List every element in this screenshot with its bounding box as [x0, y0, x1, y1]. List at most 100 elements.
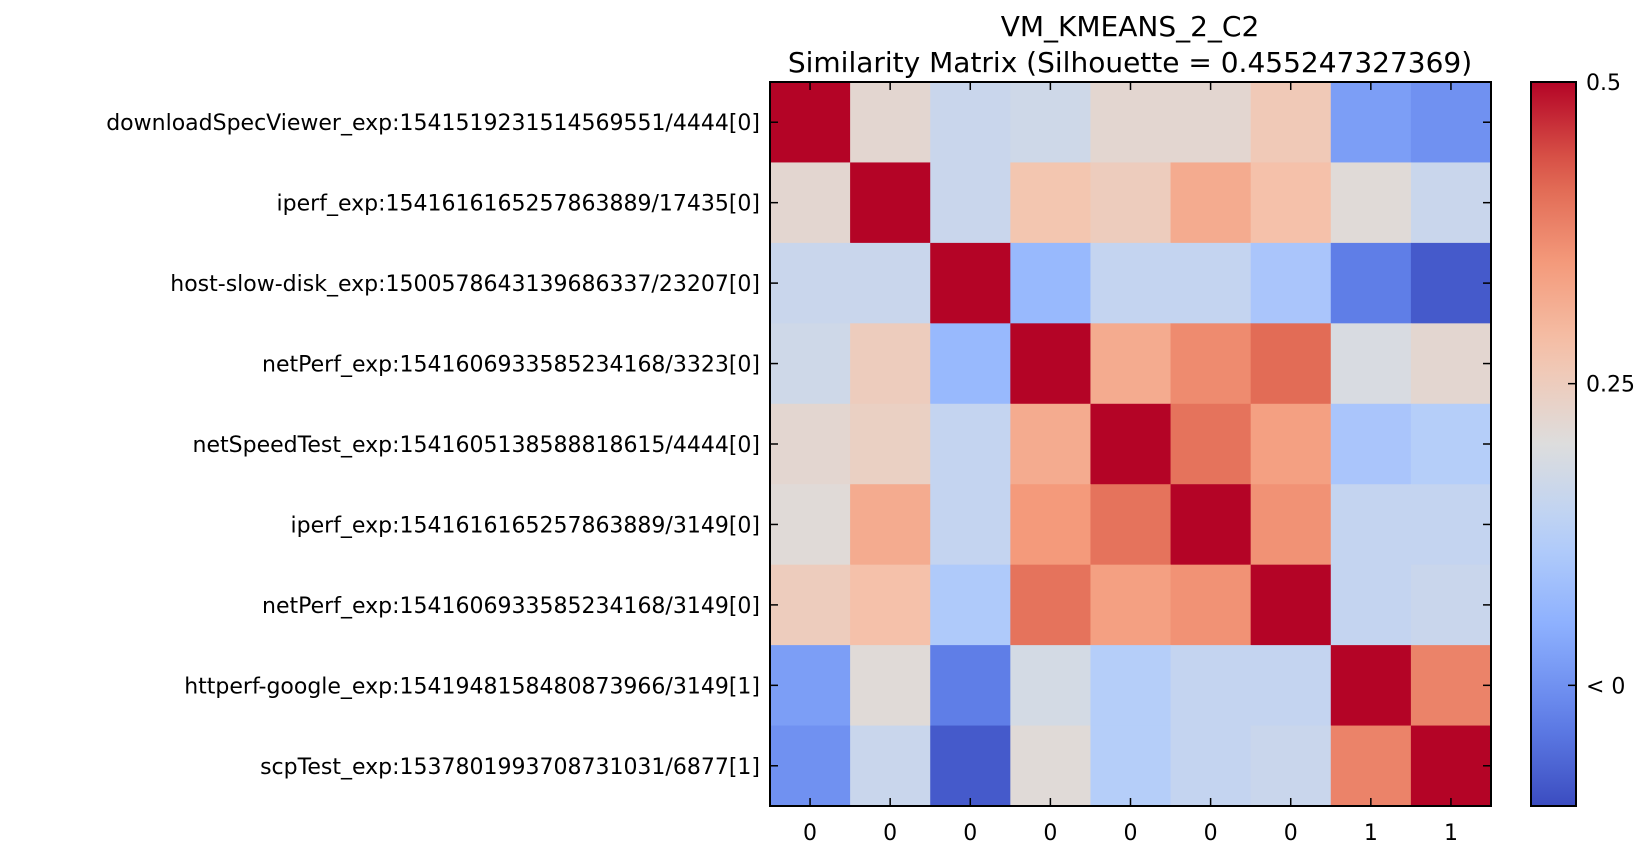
heatmap-cell-6-2 [930, 564, 1011, 646]
col-label-1: 0 [883, 821, 897, 846]
heatmap-cell-8-4 [1090, 725, 1172, 807]
heatmap-cell-4-6 [1250, 403, 1332, 485]
row-label-7: httperf-google_exp:1541948158480873966/3… [184, 674, 760, 699]
heatmap-cell-1-6 [1250, 162, 1332, 244]
heatmap-cell-6-6 [1250, 564, 1332, 646]
colorbar-tick-label-2: < 0 [1586, 674, 1625, 699]
chart-subtitle: Similarity Matrix (Silhouette = 0.455247… [788, 46, 1472, 79]
heatmap-cell-4-1 [850, 403, 931, 485]
heatmap-cell-3-6 [1250, 323, 1332, 405]
heatmap-cell-4-3 [1010, 403, 1091, 485]
heatmap-cell-2-0 [770, 242, 851, 324]
heatmap-cell-1-4 [1090, 162, 1172, 244]
row-label-6: netPerf_exp:1541606933585234168/3149[0] [262, 594, 760, 619]
row-label-5: iperf_exp:1541616165257863889/3149[0] [291, 513, 760, 538]
heatmap-cell-5-6 [1250, 484, 1332, 566]
column-tick-labels: 0 0 0 0 0 0 0 1 1 [803, 82, 1458, 846]
heatmap-cell-4-5 [1170, 403, 1252, 485]
heatmap-cell-1-5 [1170, 162, 1252, 244]
heatmap-cell-3-2 [930, 323, 1011, 405]
heatmap-cell-0-2 [930, 82, 1011, 163]
heatmap-cell-3-0 [770, 323, 851, 405]
heatmap-cell-3-5 [1170, 323, 1252, 405]
heatmap-cell-2-6 [1250, 242, 1332, 324]
heatmap-cell-5-0 [770, 484, 851, 566]
heatmap-cell-8-7 [1330, 725, 1412, 807]
heatmap-cell-3-3 [1010, 323, 1091, 405]
heatmap-cell-3-7 [1330, 323, 1412, 405]
heatmap-cell-5-3 [1010, 484, 1091, 566]
colorbar [1530, 81, 1577, 807]
row-label-8: scpTest_exp:1537801993708731031/6877[1] [260, 755, 760, 780]
heatmap-cell-1-0 [770, 162, 851, 244]
heatmap-cell-7-1 [850, 645, 931, 727]
heatmap-cell-2-7 [1330, 242, 1412, 324]
heatmap-cell-7-7 [1330, 645, 1412, 727]
heatmap-cell-7-0 [770, 645, 851, 727]
heatmap-cell-1-7 [1330, 162, 1412, 244]
heatmap-cell-8-8 [1410, 725, 1492, 807]
col-label-3: 0 [1043, 821, 1057, 846]
col-label-2: 0 [963, 821, 977, 846]
heatmap-cell-0-4 [1090, 82, 1172, 163]
col-label-4: 0 [1124, 821, 1138, 846]
heatmap-cell-4-0 [770, 403, 851, 485]
plot-frame [769, 81, 1492, 807]
heatmap-cell-4-8 [1410, 403, 1492, 485]
row-label-0: downloadSpecViewer_exp:15415192315145695… [106, 111, 760, 136]
heatmap-cell-8-0 [770, 725, 851, 807]
heatmap-cell-0-0 [770, 82, 851, 163]
heatmap-cell-1-8 [1410, 162, 1492, 244]
heatmap-cell-6-3 [1010, 564, 1091, 646]
col-label-8: 1 [1444, 821, 1458, 846]
heatmap-cell-8-2 [930, 725, 1011, 807]
heatmap-cell-0-3 [1010, 82, 1091, 163]
heatmap-cell-8-1 [850, 725, 931, 807]
heatmap-cell-2-4 [1090, 242, 1172, 324]
heatmap-cell-0-8 [1410, 82, 1492, 163]
row-label-3: netPerf_exp:1541606933585234168/3323[0] [262, 353, 760, 378]
heatmap-cell-8-6 [1250, 725, 1332, 807]
heatmap-cell-6-1 [850, 564, 931, 646]
col-label-7: 1 [1364, 821, 1378, 846]
heatmap-cell-7-2 [930, 645, 1011, 727]
col-label-6: 0 [1284, 821, 1298, 846]
heatmap-cell-6-8 [1410, 564, 1492, 646]
heatmap-cell-1-1 [850, 162, 931, 244]
heatmap-cell-0-1 [850, 82, 931, 163]
heatmap-cell-7-5 [1170, 645, 1252, 727]
colorbar-tick-label-0: 0.5 [1586, 71, 1621, 96]
heatmap-cell-8-5 [1170, 725, 1252, 807]
heatmap-cell-0-7 [1330, 82, 1412, 163]
heatmap-cell-6-4 [1090, 564, 1172, 646]
heatmap-cell-1-2 [930, 162, 1011, 244]
heatmap-cell-5-2 [930, 484, 1011, 566]
heatmap-cell-5-8 [1410, 484, 1492, 566]
heatmap-cell-2-3 [1010, 242, 1091, 324]
heatmap-cell-1-3 [1010, 162, 1091, 244]
heatmap-cell-6-7 [1330, 564, 1412, 646]
heatmap-cell-6-0 [770, 564, 851, 646]
heatmap-cell-7-4 [1090, 645, 1172, 727]
heatmap-cell-2-8 [1410, 242, 1492, 324]
heatmap-cell-3-4 [1090, 323, 1172, 405]
heatmap-cell-5-4 [1090, 484, 1172, 566]
chart-title: VM_KMEANS_2_C2 [1001, 10, 1260, 43]
row-label-4: netSpeedTest_exp:1541605138588818615/444… [193, 433, 760, 458]
heatmap-cell-2-2 [930, 242, 1011, 324]
heatmap-cell-5-5 [1170, 484, 1252, 566]
heatmap-cell-7-6 [1250, 645, 1332, 727]
heatmap-cell-2-5 [1170, 242, 1252, 324]
row-label-2: host-slow-disk_exp:1500578643139686337/2… [170, 272, 760, 297]
colorbar-tick-label-1: 0.25 [1586, 373, 1635, 398]
row-label-1: iperf_exp:1541616165257863889/17435[0] [277, 192, 760, 217]
heatmap-cell-5-7 [1330, 484, 1412, 566]
col-label-5: 0 [1204, 821, 1218, 846]
heatmap-cell-3-1 [850, 323, 931, 405]
heatmap-cell-6-5 [1170, 564, 1252, 646]
col-label-0: 0 [803, 821, 817, 846]
heatmap-cell-7-3 [1010, 645, 1091, 727]
heatmap-cell-7-8 [1410, 645, 1492, 727]
heatmap-cell-5-1 [850, 484, 931, 566]
